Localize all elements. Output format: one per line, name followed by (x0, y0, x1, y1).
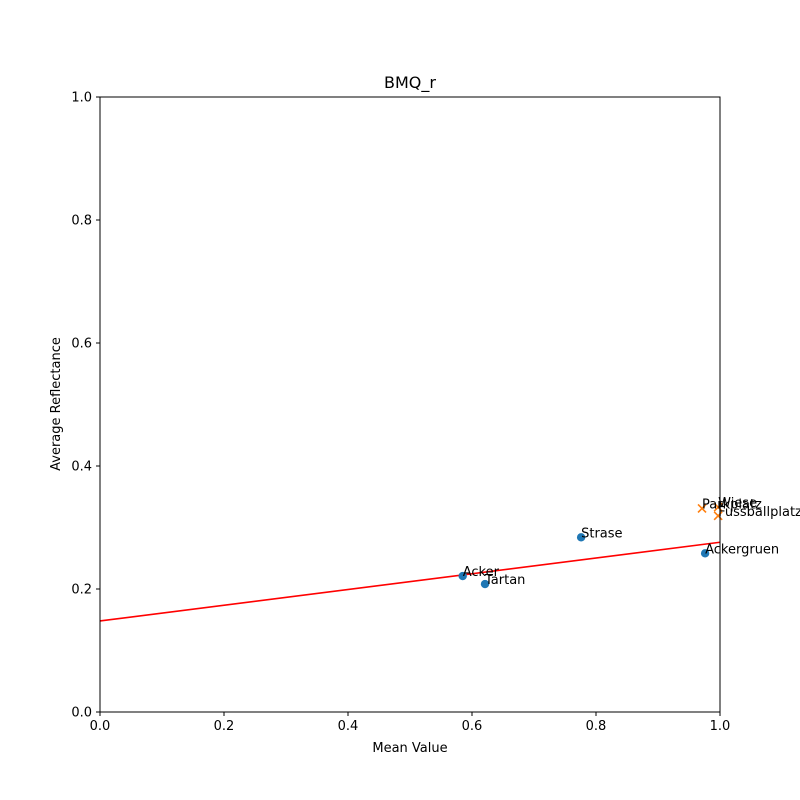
point-label: Strase (581, 526, 622, 541)
fit-line-group (99, 541, 721, 622)
point-label: Acker (463, 565, 500, 580)
x-tick-label: 0.0 (90, 719, 111, 734)
x-axis-label: Mean Value (372, 741, 447, 756)
data-points-group (458, 502, 723, 589)
data-point (700, 549, 710, 558)
y-axis-ticks: 0.0 0.2 0.4 0.6 0.8 1.0 (71, 91, 100, 721)
x-tick-label: 0.4 (338, 719, 359, 734)
x-tick-label: 0.2 (214, 719, 235, 734)
point-label: Tartan (484, 573, 525, 588)
y-tick-label: 0.4 (71, 460, 92, 475)
x-tick-label: 0.6 (462, 719, 483, 734)
data-point (697, 503, 707, 514)
data-point (480, 579, 490, 589)
point-label: Wiese (718, 496, 757, 511)
y-axis-label: Average Reflectance (49, 337, 64, 471)
data-point (576, 533, 586, 542)
x-axis-ticks: 0.0 0.2 0.4 0.6 0.8 1.0 (90, 712, 731, 734)
data-point (458, 571, 467, 581)
y-tick-label: 0.8 (71, 214, 92, 229)
fit-line (99, 541, 721, 622)
y-tick-label: 1.0 (71, 91, 92, 106)
x-tick-label: 0.8 (586, 719, 607, 734)
point-label: Parkplatz (702, 497, 762, 512)
x-tick-label: 1.0 (710, 719, 731, 734)
point-label: Ackergruen (705, 542, 779, 557)
y-tick-label: 0.2 (71, 583, 92, 598)
data-point (713, 511, 723, 521)
point-label: Fussballplatz (718, 505, 800, 520)
chart-title: BMQ_r (384, 73, 436, 93)
plot-frame (99, 96, 721, 713)
y-tick-label: 0.6 (71, 337, 92, 352)
y-tick-label: 0.0 (71, 706, 92, 721)
data-point (713, 502, 723, 512)
